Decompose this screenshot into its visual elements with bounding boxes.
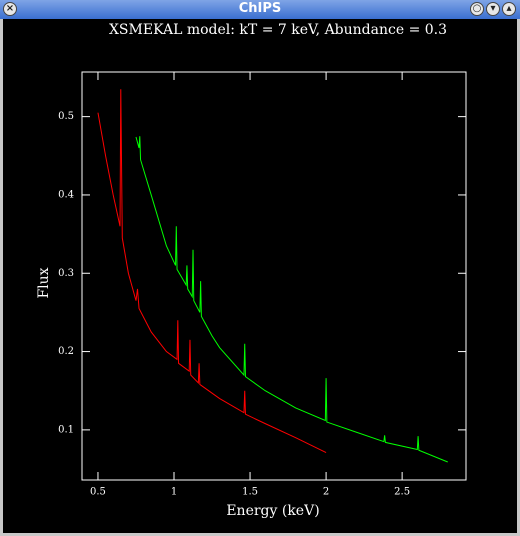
y-tick-label: 0.3 [58, 268, 74, 279]
shade-button[interactable]: ▾ [486, 2, 500, 16]
x-tick-label: 2 [323, 487, 329, 498]
chart-title: XSMEKAL model: kT = 7 keV, Abundance = 0… [109, 22, 447, 38]
x-tick-label: 0.5 [90, 487, 106, 498]
window-title: ChIPS [238, 1, 282, 16]
data-line [135, 136, 448, 463]
y-tick-label: 0.2 [58, 346, 74, 357]
y-tick-label: 0.5 [58, 111, 74, 122]
data-line [97, 89, 327, 454]
maximize-button[interactable]: ▴ [502, 2, 516, 16]
x-tick-label: 1 [171, 487, 177, 498]
y-tick-label: 0.1 [58, 424, 74, 435]
x-tick-label: 2.5 [394, 487, 410, 498]
x-axis-label: Energy (keV) [226, 503, 319, 519]
title-bar: × ChIPS ○ ▾ ▴ [0, 0, 520, 19]
close-button[interactable]: × [3, 2, 17, 16]
chart: XSMEKAL model: kT = 7 keV, Abundance = 0… [3, 19, 517, 533]
y-tick-label: 0.4 [58, 189, 74, 200]
x-tick-label: 1.5 [242, 487, 258, 498]
plot-background [3, 19, 517, 533]
menu-button[interactable]: ○ [470, 2, 484, 16]
y-axis-label: Flux [36, 267, 52, 298]
plot-frame [81, 71, 467, 481]
